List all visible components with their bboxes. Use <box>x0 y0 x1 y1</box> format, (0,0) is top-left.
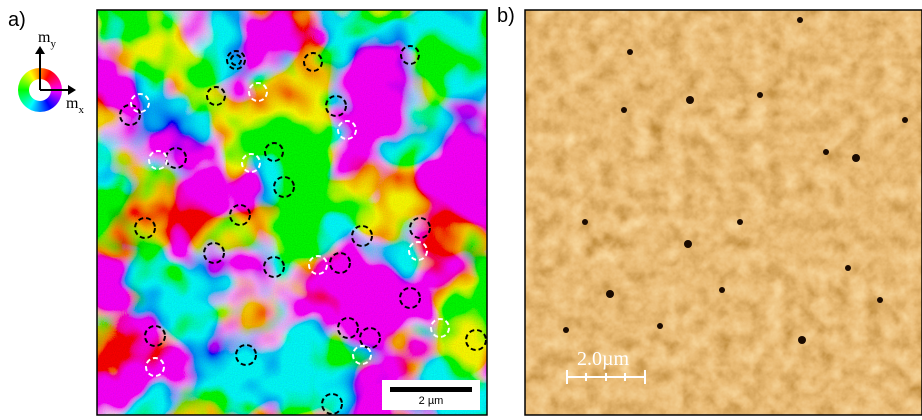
my-sub: y <box>50 38 56 50</box>
mx-label: mx <box>66 95 84 116</box>
page: {"panels": [ {"label": "a)", "scale_bar"… <box>0 0 922 420</box>
afm-scale-label: 2.0µm <box>577 348 630 370</box>
panel-label: b) <box>497 5 515 27</box>
mx-main: m <box>66 95 79 112</box>
my-arrow-head <box>35 46 45 54</box>
scale-bar <box>390 387 472 392</box>
mx-arrow-head <box>68 85 76 95</box>
figure: a) 2 µm my mx b) <box>0 0 922 420</box>
mx-sub: x <box>78 104 84 116</box>
scale-bar-label: 2 µm <box>419 395 444 407</box>
my-main: m <box>38 29 51 46</box>
panel-label: a) <box>8 9 26 31</box>
my-label: my <box>38 29 56 50</box>
domain-image <box>97 10 487 415</box>
